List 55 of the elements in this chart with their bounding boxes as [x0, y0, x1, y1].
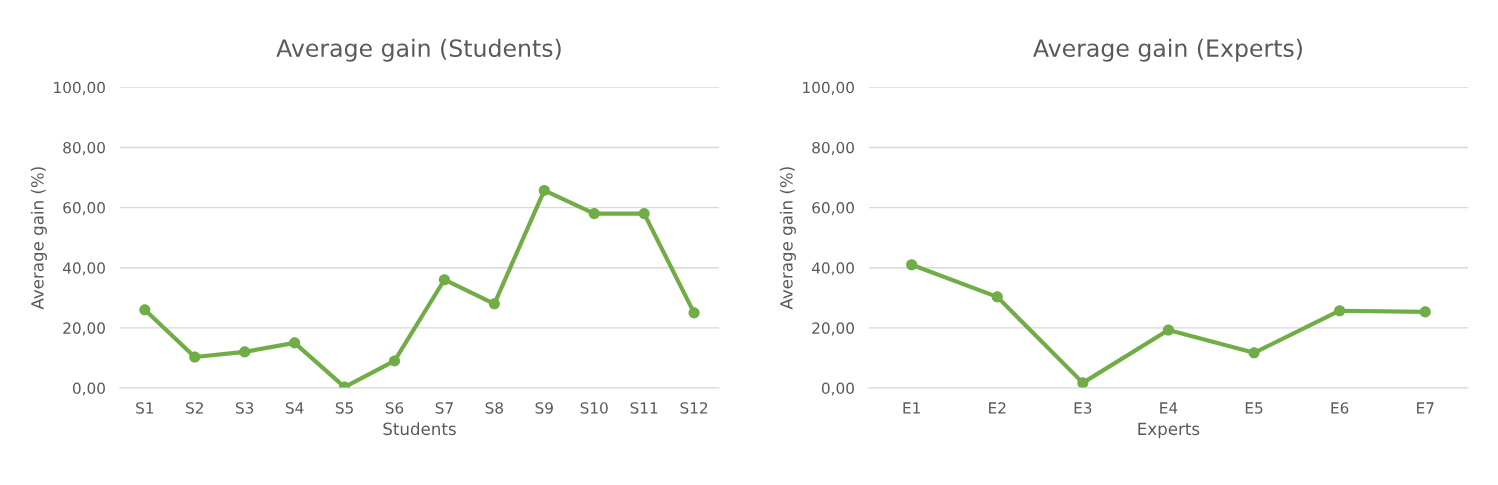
y-tick-label: 0,00 [821, 382, 854, 396]
y-tick-label: 20,00 [63, 322, 105, 336]
x-tick-label: E3 [1074, 402, 1092, 414]
chart-title: Average gain (Students) [276, 38, 561, 62]
x-tick-label: S5 [335, 402, 353, 414]
y-tick-label: 80,00 [812, 141, 854, 156]
y-tick-label: 40,00 [62, 262, 105, 276]
point [588, 208, 600, 220]
point [538, 184, 550, 196]
x-tick-label: E2 [989, 402, 1006, 414]
x-axis-title: Experts [1138, 422, 1200, 439]
y-axis-title: Average gain (%) [30, 167, 47, 310]
y-axis-title: Average gain (%) [779, 167, 796, 310]
y-tick-label: 80,00 [63, 141, 105, 156]
point [139, 304, 151, 316]
x-tick-label: S10 [580, 402, 608, 414]
x-tick-label: S12 [680, 402, 708, 414]
point [906, 259, 918, 271]
point [688, 307, 700, 319]
x-tick-label: S8 [485, 402, 503, 414]
y-tick-label: 40,00 [811, 262, 854, 276]
x-tick-label: S1 [136, 402, 154, 414]
x-tick-label: S7 [435, 402, 453, 414]
point [1248, 347, 1260, 359]
point [1419, 306, 1431, 318]
y-tick-label: 100,00 [803, 81, 854, 95]
point [991, 291, 1003, 303]
y-tick-label: 60,00 [812, 202, 854, 216]
point [438, 274, 450, 286]
chart-title: Average gain (Experts) [1033, 38, 1302, 62]
point [239, 346, 251, 358]
point [638, 208, 650, 220]
point [1334, 305, 1346, 317]
x-tick-label: E5 [1245, 402, 1263, 414]
point [388, 355, 401, 367]
point [1077, 377, 1089, 388]
point [189, 351, 201, 363]
x-tick-label: S11 [630, 402, 658, 414]
x-tick-label: E6 [1331, 402, 1349, 414]
x-tick-label: S9 [535, 402, 553, 414]
y-tick-label: 20,00 [812, 322, 854, 336]
y-tick-label: 60,00 [63, 202, 105, 216]
x-tick-label: E1 [903, 402, 920, 414]
x-tick-label: E4 [1160, 402, 1178, 414]
y-tick-label: 100,00 [54, 81, 105, 95]
x-axis-title: Students [383, 422, 456, 436]
x-tick-label: S2 [186, 402, 203, 414]
x-tick-label: E7 [1417, 402, 1434, 414]
point [289, 337, 301, 349]
y-tick-label: 0,00 [72, 382, 105, 396]
point [488, 298, 500, 310]
x-tick-label: S3 [235, 402, 254, 414]
x-tick-label: S4 [285, 402, 304, 414]
x-tick-label: S6 [385, 402, 404, 414]
point [1162, 324, 1174, 336]
